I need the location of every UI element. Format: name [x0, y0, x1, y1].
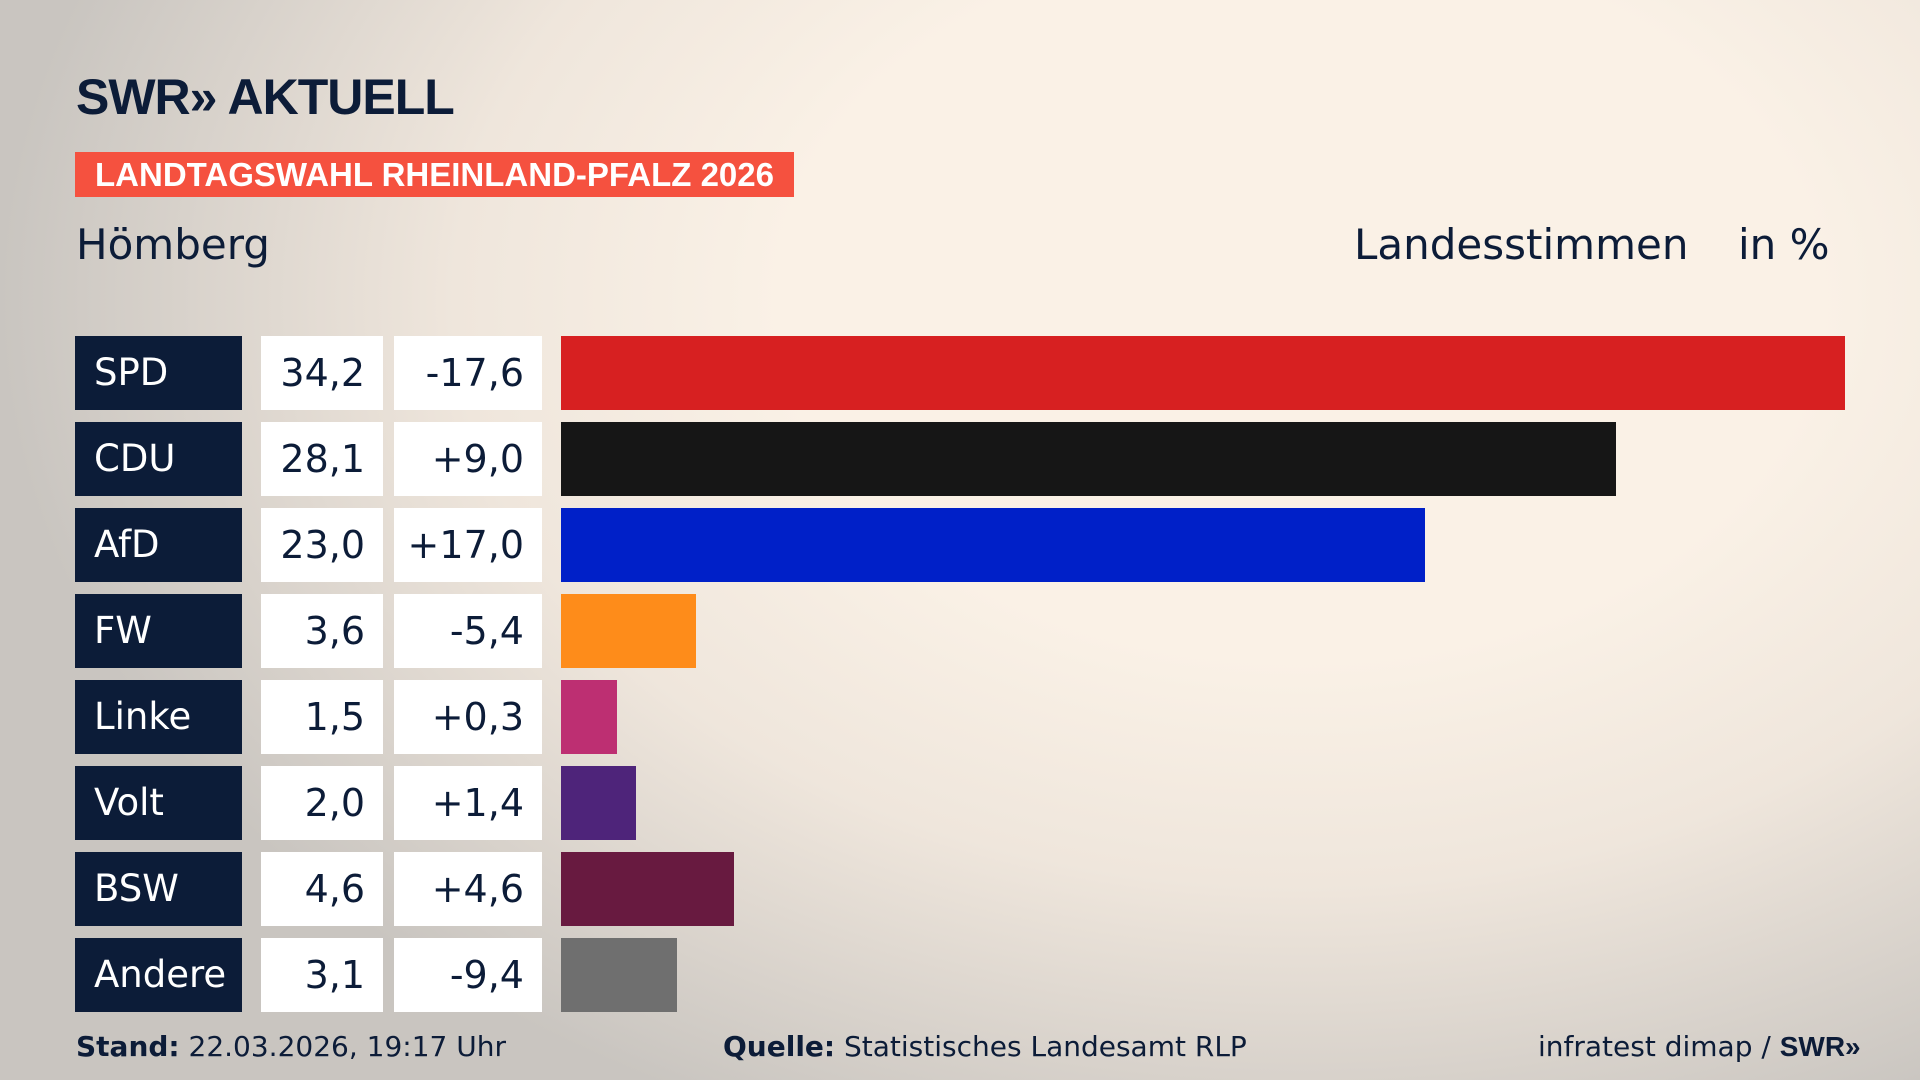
timestamp: Stand: 22.03.2026, 19:17 Uhr	[76, 1030, 506, 1063]
diff-label: +17,0	[394, 508, 542, 582]
credit: infratest dimap / SWR»	[1538, 1030, 1861, 1063]
party-label: Linke	[75, 680, 242, 754]
bar-row: Volt 2,0 +1,4	[0, 766, 1920, 840]
diff-label: -17,6	[394, 336, 542, 410]
place-title: Hömberg	[76, 220, 270, 269]
bar-row: AfD 23,0 +17,0	[0, 508, 1920, 582]
bar-row: CDU 28,1 +9,0	[0, 422, 1920, 496]
credit-text: infratest dimap /	[1538, 1030, 1780, 1063]
bar	[561, 852, 734, 926]
unit-label: in %	[1738, 220, 1830, 269]
value-label: 23,0	[261, 508, 383, 582]
source-value: Statistisches Landesamt RLP	[835, 1030, 1247, 1063]
value-label: 28,1	[261, 422, 383, 496]
diff-label: -5,4	[394, 594, 542, 668]
bar-row: Andere 3,1 -9,4	[0, 938, 1920, 1012]
bar-row: FW 3,6 -5,4	[0, 594, 1920, 668]
diff-label: +1,4	[394, 766, 542, 840]
bar	[561, 680, 618, 754]
value-label: 4,6	[261, 852, 383, 926]
party-label: Andere	[75, 938, 242, 1012]
swr-aktuell-logo: SWR» AKTUELL	[76, 69, 455, 125]
bar-row: SPD 34,2 -17,6	[0, 336, 1920, 410]
stand-value: 22.03.2026, 19:17 Uhr	[179, 1030, 506, 1063]
diff-label: +0,3	[394, 680, 542, 754]
source-label: Quelle:	[723, 1030, 836, 1063]
election-banner: LANDTAGSWAHL RHEINLAND-PFALZ 2026	[75, 152, 794, 197]
party-label: BSW	[75, 852, 242, 926]
party-label: Volt	[75, 766, 242, 840]
bar	[561, 508, 1425, 582]
value-label: 3,1	[261, 938, 383, 1012]
bar-row: Linke 1,5 +0,3	[0, 680, 1920, 754]
metric-label: Landesstimmen	[1354, 220, 1689, 269]
party-label: AfD	[75, 508, 242, 582]
party-label: CDU	[75, 422, 242, 496]
diff-label: +9,0	[394, 422, 542, 496]
bar	[561, 766, 637, 840]
value-label: 2,0	[261, 766, 383, 840]
source: Quelle: Statistisches Landesamt RLP	[723, 1030, 1247, 1063]
diff-label: -9,4	[394, 938, 542, 1012]
value-label: 34,2	[261, 336, 383, 410]
bar-row: BSW 4,6 +4,6	[0, 852, 1920, 926]
bar	[561, 422, 1616, 496]
bar	[561, 336, 1845, 410]
diff-label: +4,6	[394, 852, 542, 926]
bar	[561, 938, 678, 1012]
value-label: 3,6	[261, 594, 383, 668]
swr-small-logo: SWR»	[1779, 1031, 1861, 1062]
stand-label: Stand:	[76, 1030, 180, 1063]
party-label: SPD	[75, 336, 242, 410]
party-label: FW	[75, 594, 242, 668]
value-label: 1,5	[261, 680, 383, 754]
bar	[561, 594, 697, 668]
